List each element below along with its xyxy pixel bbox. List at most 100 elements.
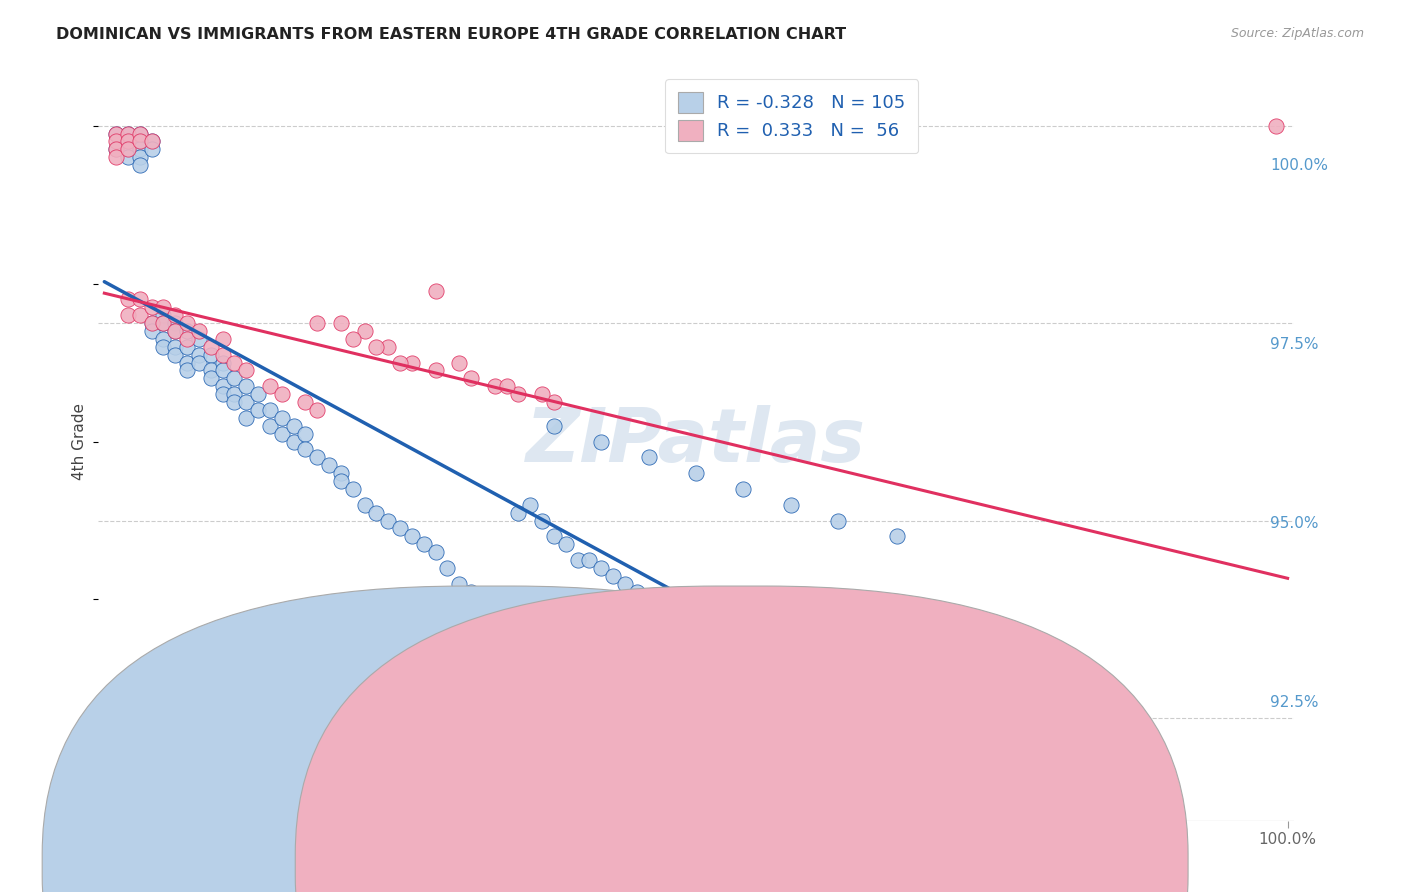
Point [181, 186, 204, 200]
Point [763, 637, 786, 651]
Point [256, 351, 278, 365]
Y-axis label: 4th Grade: 4th Grade [72, 412, 87, 489]
Point [267, 379, 290, 393]
Point [332, 401, 354, 415]
Point [408, 637, 430, 651]
Point [839, 515, 862, 529]
Point [676, 593, 699, 607]
Text: Immigrants from Eastern Europe: Immigrants from Eastern Europe [787, 855, 1038, 870]
Point [332, 436, 354, 450]
Point [602, 623, 624, 637]
Point [364, 458, 387, 472]
Point [505, 579, 527, 593]
Point [202, 186, 225, 200]
Point [385, 336, 408, 351]
Point [191, 171, 214, 186]
Point [267, 365, 290, 379]
Point [979, 701, 1001, 715]
Point [569, 515, 592, 529]
Point [191, 315, 214, 329]
Point [181, 164, 204, 178]
Point [547, 658, 569, 673]
Point [450, 529, 472, 543]
Point [731, 630, 754, 644]
Point [235, 343, 257, 358]
Point [191, 164, 214, 178]
Point [299, 408, 322, 422]
Point [547, 508, 569, 522]
Point [591, 536, 613, 550]
Point [353, 408, 375, 422]
Point [321, 393, 343, 408]
Point [299, 422, 322, 436]
Point [828, 658, 851, 673]
Point [655, 579, 678, 593]
Point [191, 178, 214, 193]
Point [214, 336, 236, 351]
Point [494, 372, 516, 386]
Point [246, 351, 269, 365]
Point [214, 178, 236, 193]
Point [494, 572, 516, 586]
Point [429, 515, 451, 529]
Point [537, 393, 560, 408]
Point [418, 508, 440, 522]
Point [569, 401, 592, 415]
Point [191, 186, 214, 200]
Point [505, 386, 527, 401]
Point [214, 343, 236, 358]
Point [872, 673, 894, 687]
Point [278, 379, 301, 393]
Point [375, 465, 398, 479]
Point [807, 651, 830, 665]
Point [353, 436, 375, 450]
Text: Dominicans: Dominicans [534, 855, 624, 870]
Point [623, 443, 645, 458]
Point [353, 450, 375, 465]
Point [246, 372, 269, 386]
Point [472, 379, 495, 393]
Point [224, 329, 246, 343]
Point [893, 529, 915, 543]
Point [602, 550, 624, 565]
Point [214, 171, 236, 186]
Point [311, 401, 333, 415]
Point [246, 336, 269, 351]
Point [224, 336, 246, 351]
Point [224, 358, 246, 372]
Point [246, 358, 269, 372]
Point [267, 358, 290, 372]
Point [644, 572, 666, 586]
Point [849, 665, 872, 680]
Point [634, 565, 657, 579]
Point [214, 171, 236, 186]
Point [202, 193, 225, 207]
Point [515, 586, 537, 600]
Point [579, 408, 602, 422]
Point [278, 365, 301, 379]
Point [440, 644, 463, 658]
Point [396, 351, 419, 365]
Point [710, 607, 733, 622]
Point [235, 365, 257, 379]
Point [246, 379, 269, 393]
Point [181, 178, 204, 193]
Point [752, 486, 775, 500]
Point [494, 651, 516, 665]
Point [332, 422, 354, 436]
Point [202, 171, 225, 186]
Point [235, 358, 257, 372]
Point [202, 164, 225, 178]
Point [666, 458, 689, 472]
Point [579, 429, 602, 443]
Point [278, 372, 301, 386]
Point [385, 479, 408, 493]
Point [256, 365, 278, 379]
Point [623, 558, 645, 572]
Point [311, 415, 333, 429]
Point [181, 164, 204, 178]
Point [267, 386, 290, 401]
Point [385, 472, 408, 486]
Point [526, 393, 548, 408]
Point [558, 500, 581, 515]
